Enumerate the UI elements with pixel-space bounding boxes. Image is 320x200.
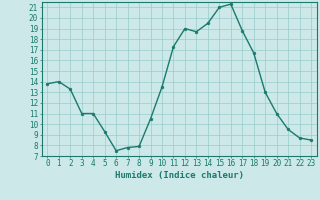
- X-axis label: Humidex (Indice chaleur): Humidex (Indice chaleur): [115, 171, 244, 180]
